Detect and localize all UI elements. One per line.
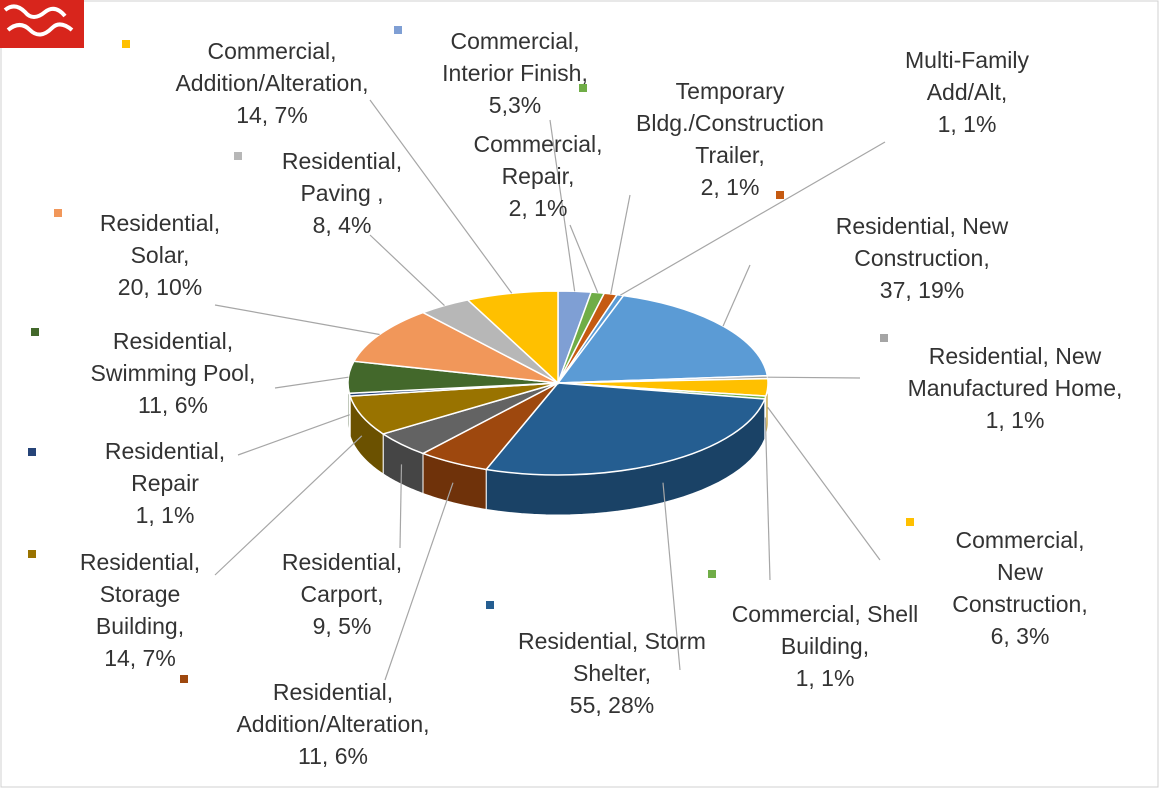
data-label: Temporary Bldg./Construction Trailer, 2, … <box>610 75 850 203</box>
label-category: Multi-Family Add/Alt, <box>905 47 1029 105</box>
label-category: Commercial, Addition/Alteration, <box>175 38 368 96</box>
label-category: Commercial, Shell Building, <box>732 601 919 659</box>
label-category: Temporary Bldg./Construction Trailer, <box>636 78 824 168</box>
label-marker <box>28 448 36 456</box>
leader-line <box>765 418 770 580</box>
label-value: 11, 6% <box>138 392 208 418</box>
chart: Commercial, Interior Finish,5,3%Commerci… <box>0 0 1160 792</box>
label-value: 2, 1% <box>701 174 760 200</box>
label-category: Residential, New Construction, <box>836 213 1009 271</box>
label-category: Commercial, New Construction, <box>952 527 1088 617</box>
label-category: Commercial, Interior Finish, <box>442 28 588 86</box>
label-category: Residential, Addition/Alteration, <box>236 679 429 737</box>
leader-line <box>275 377 348 388</box>
label-value: 37, 19% <box>880 277 964 303</box>
data-label: Multi-Family Add/Alt, 1, 1% <box>882 44 1052 140</box>
data-label: Residential, Paving , 8, 4% <box>257 145 427 241</box>
data-label: Commercial, Interior Finish, 5,3% <box>415 25 615 121</box>
data-label: Commercial, Addition/Alteration, 14, 7% <box>147 35 397 131</box>
label-value: 20, 10% <box>118 274 202 300</box>
leader-line <box>723 265 750 326</box>
label-value: 6, 3% <box>991 623 1050 649</box>
data-label: Commercial, Shell Building, 1, 1% <box>725 598 925 694</box>
label-value: 1, 1% <box>986 407 1045 433</box>
data-label: Residential, Carport, 9, 5% <box>262 546 422 642</box>
label-value: 2, 1% <box>509 195 568 221</box>
label-category: Commercial, Repair, <box>473 131 602 189</box>
data-label: Residential, New Construction, 37, 19% <box>802 210 1042 306</box>
label-category: Residential, Storm Shelter, <box>518 628 706 686</box>
leader-line <box>570 225 598 293</box>
data-label: Residential, New Manufactured Home, 1, 1% <box>895 340 1135 436</box>
label-category: Residential, Swimming Pool, <box>91 328 256 386</box>
data-label: Residential, Addition/Alteration, 11, 6% <box>213 676 453 772</box>
data-label: Residential, Storage Building, 14, 7% <box>60 546 220 674</box>
label-marker <box>880 334 888 342</box>
label-marker <box>708 570 716 578</box>
label-value: 11, 6% <box>298 743 368 769</box>
label-marker <box>180 675 188 683</box>
label-category: Residential, New Manufactured Home, <box>908 343 1123 401</box>
label-marker <box>31 328 39 336</box>
data-label: Residential, Storm Shelter, 55, 28% <box>512 625 712 721</box>
label-marker <box>486 601 494 609</box>
label-marker <box>28 550 36 558</box>
label-value: 5,3% <box>489 92 541 118</box>
label-category: Residential, Storage Building, <box>80 549 200 639</box>
label-value: 55, 28% <box>570 692 654 718</box>
label-value: 14, 7% <box>236 102 308 128</box>
label-marker <box>234 152 242 160</box>
label-value: 1, 1% <box>938 111 997 137</box>
label-marker <box>906 518 914 526</box>
label-value: 8, 4% <box>313 212 372 238</box>
label-category: Residential, Repair <box>105 438 225 496</box>
data-label: Residential, Repair 1, 1% <box>85 435 245 531</box>
leader-line <box>768 407 880 560</box>
label-category: Residential, Paving , <box>282 148 402 206</box>
data-label: Commercial, New Construction, 6, 3% <box>930 524 1110 652</box>
label-marker <box>122 40 130 48</box>
label-category: Residential, Solar, <box>100 210 220 268</box>
label-marker <box>394 26 402 34</box>
leader-line <box>370 235 444 306</box>
label-value: 9, 5% <box>313 613 372 639</box>
label-marker <box>54 209 62 217</box>
data-label: Residential, Solar, 20, 10% <box>80 207 240 303</box>
label-value: 14, 7% <box>104 645 176 671</box>
label-category: Residential, Carport, <box>282 549 402 607</box>
label-value: 1, 1% <box>796 665 855 691</box>
leader-line <box>768 377 860 378</box>
label-value: 1, 1% <box>136 502 195 528</box>
data-label: Residential, Swimming Pool, 11, 6% <box>63 325 283 421</box>
data-label: Commercial, Repair, 2, 1% <box>453 128 623 224</box>
